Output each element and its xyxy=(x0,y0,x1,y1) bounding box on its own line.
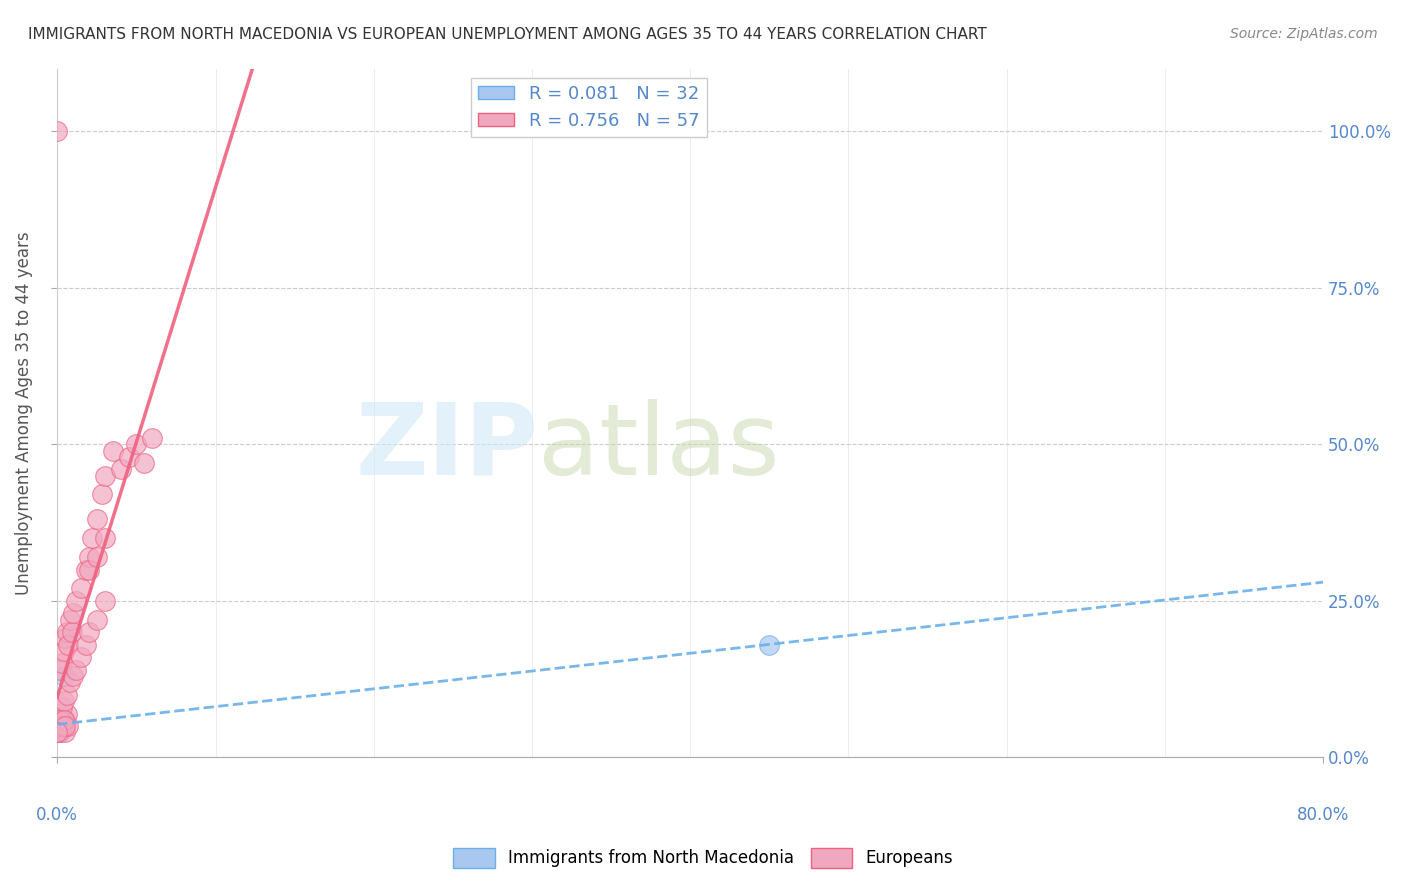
Y-axis label: Unemployment Among Ages 35 to 44 years: Unemployment Among Ages 35 to 44 years xyxy=(15,231,32,595)
Point xyxy=(48,725,70,739)
Point xyxy=(52,719,75,733)
Point xyxy=(51,719,73,733)
Text: atlas: atlas xyxy=(538,399,780,496)
Point xyxy=(49,725,72,739)
Point xyxy=(53,719,76,733)
Point xyxy=(90,487,112,501)
Point xyxy=(49,719,72,733)
Point xyxy=(141,431,163,445)
Point xyxy=(62,669,84,683)
Point xyxy=(46,719,69,733)
Point xyxy=(48,719,70,733)
Point xyxy=(46,124,69,138)
Point xyxy=(70,582,93,596)
Point xyxy=(46,719,69,733)
Point xyxy=(51,713,73,727)
Point xyxy=(110,462,132,476)
Point xyxy=(53,632,76,646)
Point xyxy=(59,613,82,627)
Point xyxy=(52,719,75,733)
Point xyxy=(48,706,70,721)
Point xyxy=(49,719,72,733)
Point xyxy=(94,531,117,545)
Point xyxy=(52,644,75,658)
Point xyxy=(52,669,75,683)
Point xyxy=(51,713,73,727)
Point xyxy=(65,594,87,608)
Point xyxy=(51,657,73,671)
Point xyxy=(56,625,79,640)
Point xyxy=(49,719,72,733)
Legend: Immigrants from North Macedonia, Europeans: Immigrants from North Macedonia, Europea… xyxy=(446,841,960,875)
Point xyxy=(53,725,76,739)
Point xyxy=(49,719,72,733)
Point xyxy=(70,650,93,665)
Point xyxy=(56,688,79,702)
Point xyxy=(48,719,70,733)
Point xyxy=(49,719,72,733)
Text: ZIP: ZIP xyxy=(356,399,538,496)
Point xyxy=(46,725,69,739)
Point xyxy=(134,456,156,470)
Point xyxy=(65,663,87,677)
Point xyxy=(125,437,148,451)
Point xyxy=(48,725,70,739)
Point xyxy=(51,713,73,727)
Point xyxy=(51,713,73,727)
Point xyxy=(94,468,117,483)
Point xyxy=(52,713,75,727)
Text: Source: ZipAtlas.com: Source: ZipAtlas.com xyxy=(1230,27,1378,41)
Point xyxy=(48,725,70,739)
Point xyxy=(48,713,70,727)
Point xyxy=(51,713,73,727)
Point xyxy=(48,713,70,727)
Point xyxy=(49,719,72,733)
Point xyxy=(58,719,80,733)
Point xyxy=(117,450,139,464)
Point xyxy=(48,725,70,739)
Point xyxy=(75,638,97,652)
Text: 0.0%: 0.0% xyxy=(37,805,79,823)
Point xyxy=(51,700,73,714)
Point xyxy=(48,719,70,733)
Point xyxy=(48,719,70,733)
Point xyxy=(94,594,117,608)
Text: IMMIGRANTS FROM NORTH MACEDONIA VS EUROPEAN UNEMPLOYMENT AMONG AGES 35 TO 44 YEA: IMMIGRANTS FROM NORTH MACEDONIA VS EUROP… xyxy=(28,27,987,42)
Point xyxy=(49,719,72,733)
Point xyxy=(75,562,97,576)
Point xyxy=(86,512,108,526)
Point xyxy=(48,713,70,727)
Point xyxy=(82,531,104,545)
Point xyxy=(49,719,72,733)
Point xyxy=(48,719,70,733)
Point xyxy=(51,719,73,733)
Point xyxy=(48,713,70,727)
Point xyxy=(51,719,73,733)
Point xyxy=(48,725,70,739)
Point xyxy=(48,725,70,739)
Text: 80.0%: 80.0% xyxy=(1296,805,1350,823)
Point xyxy=(53,713,76,727)
Point xyxy=(52,694,75,708)
Legend: R = 0.081   N = 32, R = 0.756   N = 57: R = 0.081 N = 32, R = 0.756 N = 57 xyxy=(471,78,707,137)
Point xyxy=(77,625,100,640)
Point xyxy=(48,719,70,733)
Point xyxy=(59,675,82,690)
Point xyxy=(60,625,83,640)
Point xyxy=(48,719,70,733)
Point xyxy=(56,706,79,721)
Point xyxy=(758,638,780,652)
Point xyxy=(101,443,124,458)
Point xyxy=(62,607,84,621)
Point xyxy=(86,613,108,627)
Point xyxy=(77,562,100,576)
Point xyxy=(49,713,72,727)
Point xyxy=(49,663,72,677)
Point xyxy=(49,719,72,733)
Point xyxy=(77,549,100,564)
Point xyxy=(86,549,108,564)
Point xyxy=(58,638,80,652)
Point xyxy=(49,719,72,733)
